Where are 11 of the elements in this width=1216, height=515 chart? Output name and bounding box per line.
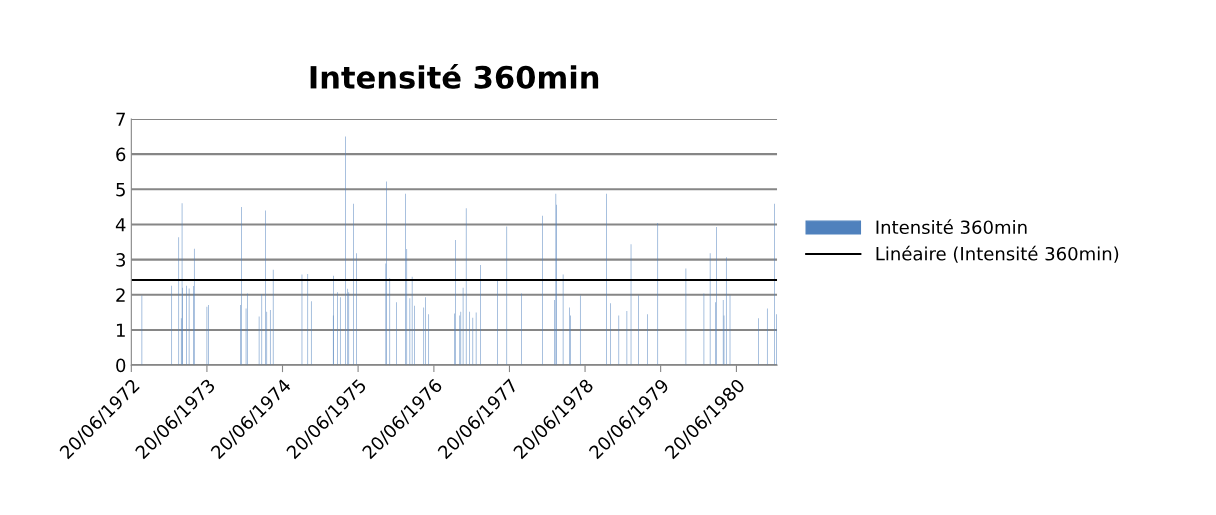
legend-label: Linéaire (Intensité 360min) (876, 245, 1119, 263)
y-tick-label: 5 (116, 183, 125, 197)
y-tick-label: 2 (116, 288, 125, 302)
chart-title: Intensité 360min (310, 63, 599, 89)
y-tick-label: 3 (116, 253, 126, 267)
y-tick-label: 4 (115, 218, 126, 232)
y-tick-label: 7 (116, 112, 125, 126)
y-tick-label: 6 (116, 147, 126, 162)
y-tick-label: 0 (116, 358, 126, 373)
legend-label: Intensité 360min (876, 219, 1027, 235)
y-tick-label: 1 (116, 323, 125, 337)
